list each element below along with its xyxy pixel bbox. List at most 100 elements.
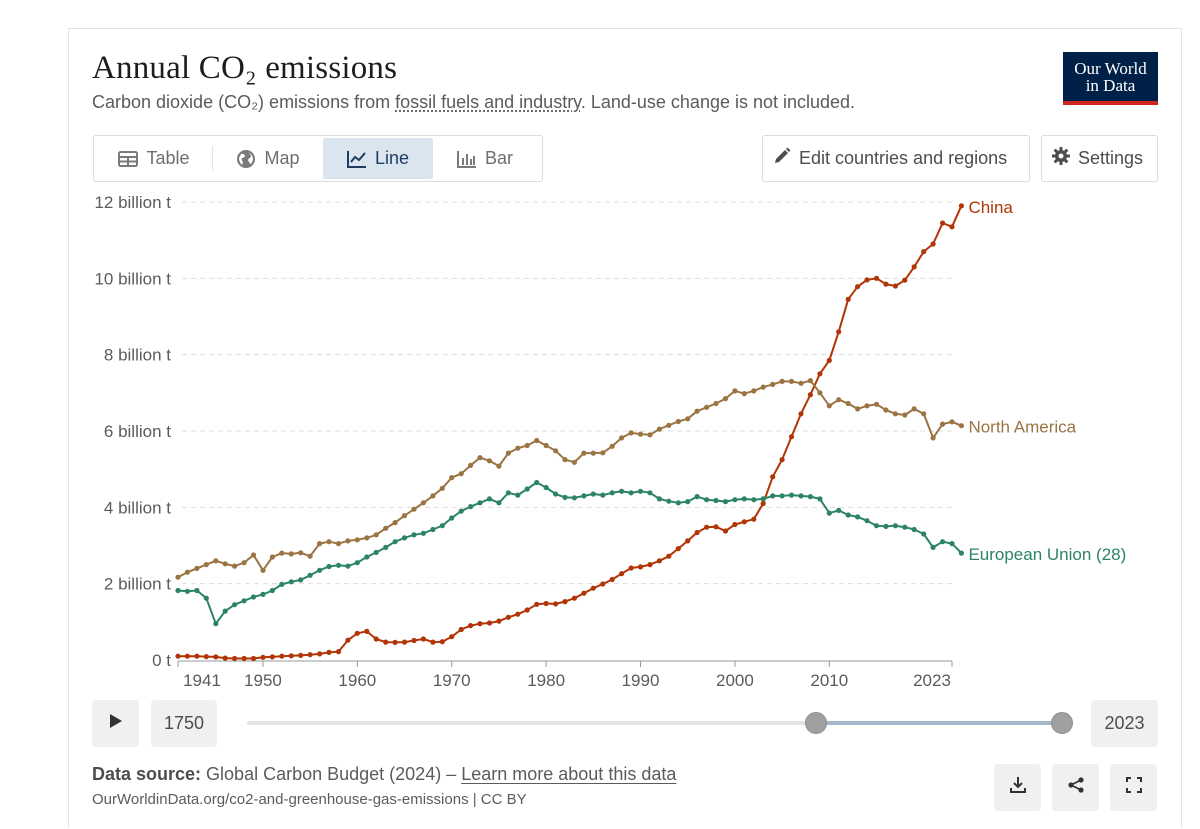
- data-point: [326, 649, 332, 656]
- data-point: [958, 423, 965, 429]
- data-point: [222, 655, 228, 661]
- data-point: [326, 563, 332, 570]
- play-button[interactable]: [92, 700, 139, 747]
- data-point: [335, 541, 342, 547]
- data-point: [524, 607, 530, 613]
- download-button[interactable]: [994, 764, 1041, 811]
- settings-button[interactable]: Settings: [1041, 135, 1158, 182]
- timeline-start-handle[interactable]: [805, 712, 827, 734]
- data-point: [609, 443, 615, 449]
- data-point: [619, 435, 625, 441]
- data-point: [600, 492, 606, 498]
- edit-countries-button[interactable]: Edit countries and regions: [762, 135, 1030, 182]
- data-point: [515, 445, 521, 451]
- y-tick-label: 4 billion t: [104, 498, 171, 517]
- x-tick-label: 2000: [716, 671, 754, 690]
- learn-more-link[interactable]: Learn more about this data: [461, 764, 677, 784]
- data-point: [788, 434, 795, 440]
- data-point: [477, 455, 483, 461]
- data-point: [741, 519, 747, 525]
- data-point: [590, 585, 596, 591]
- data-point: [383, 525, 389, 531]
- data-point: [534, 437, 540, 444]
- fullscreen-button[interactable]: [1110, 764, 1157, 811]
- share-button[interactable]: [1052, 764, 1099, 811]
- data-point: [760, 496, 766, 502]
- data-point: [279, 550, 285, 556]
- data-point: [807, 494, 814, 500]
- data-point: [562, 457, 568, 463]
- data-point: [430, 639, 436, 645]
- bar-chart-icon: [456, 150, 477, 168]
- data-point: [430, 493, 436, 499]
- subtitle-link[interactable]: fossil fuels and industry: [395, 92, 581, 112]
- series-label: China: [968, 198, 1013, 217]
- chart-frame: [68, 28, 1182, 828]
- timeline-end-year[interactable]: 2023: [1091, 700, 1158, 747]
- data-point: [694, 408, 700, 414]
- owid-logo[interactable]: Our World in Data: [1063, 52, 1158, 105]
- data-point: [788, 492, 795, 498]
- data-point: [609, 576, 615, 583]
- data-point: [213, 621, 219, 627]
- data-point: [685, 538, 691, 544]
- data-point: [468, 462, 474, 468]
- data-point: [647, 490, 653, 496]
- data-point: [241, 598, 247, 604]
- y-tick-label: 0 t: [152, 651, 171, 670]
- timeline-end-handle[interactable]: [1051, 712, 1073, 734]
- table-icon: [118, 150, 139, 167]
- data-point: [911, 526, 917, 533]
- data-point: [656, 558, 663, 564]
- data-point: [458, 626, 464, 633]
- data-point: [232, 602, 238, 608]
- data-point: [940, 220, 946, 226]
- data-point: [543, 484, 549, 491]
- data-point: [250, 594, 257, 600]
- data-source-text: Global Carbon Budget (2024) –: [201, 764, 462, 784]
- data-point: [864, 518, 870, 524]
- data-point: [958, 550, 965, 556]
- data-point: [345, 637, 351, 643]
- data-point: [496, 500, 502, 506]
- data-point: [401, 513, 408, 519]
- data-point: [307, 553, 313, 559]
- source-url[interactable]: OurWorldinData.org/co2-and-greenhouse-ga…: [92, 791, 527, 808]
- y-tick-label: 10 billion t: [94, 269, 171, 288]
- data-point: [637, 564, 644, 570]
- data-point: [836, 397, 842, 403]
- timeline-track[interactable]: [247, 721, 1062, 725]
- data-point: [940, 421, 946, 427]
- line-chart-icon: [346, 150, 367, 168]
- data-point: [958, 203, 965, 209]
- data-point: [600, 581, 606, 587]
- data-point: [184, 588, 190, 594]
- data-point: [298, 577, 304, 583]
- data-point: [836, 507, 842, 513]
- tab-bar[interactable]: Bar: [433, 138, 537, 179]
- tab-table[interactable]: Table: [96, 138, 212, 179]
- data-point: [335, 649, 342, 655]
- data-point: [656, 496, 663, 502]
- series-label: North America: [968, 418, 1076, 437]
- data-point: [260, 654, 266, 660]
- timeline-controls: 1750 2023: [92, 700, 1158, 747]
- tab-map[interactable]: Map: [213, 138, 323, 179]
- timeline-start-year[interactable]: 1750: [151, 700, 217, 747]
- tab-table-label: Table: [146, 148, 190, 168]
- data-point: [930, 544, 936, 551]
- logo-accent-bar: [1063, 101, 1158, 105]
- data-point: [930, 241, 936, 247]
- data-point: [940, 539, 946, 545]
- pencil-icon: [773, 147, 791, 170]
- data-point: [666, 553, 672, 559]
- series-line: [178, 205, 963, 660]
- data-point: [722, 528, 729, 534]
- tab-line[interactable]: Line: [323, 138, 433, 179]
- data-point: [194, 653, 200, 659]
- data-point: [543, 442, 549, 449]
- data-point: [770, 493, 776, 499]
- logo-line-2: in Data: [1085, 76, 1136, 95]
- data-point: [779, 493, 785, 499]
- x-tick-label: 2010: [810, 671, 848, 690]
